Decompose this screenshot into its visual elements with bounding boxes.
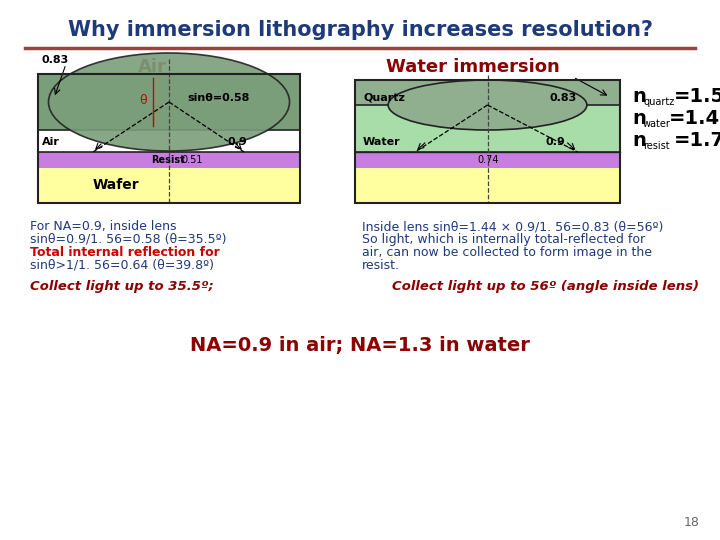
Bar xyxy=(38,130,300,152)
Bar xyxy=(355,80,620,203)
Text: n: n xyxy=(632,86,646,105)
Text: sinθ>1/1. 56=0.64 (θ=39.8º): sinθ>1/1. 56=0.64 (θ=39.8º) xyxy=(30,259,214,272)
Text: sinθ=0.9/1. 56=0.58 (θ=35.5º): sinθ=0.9/1. 56=0.58 (θ=35.5º) xyxy=(30,233,227,246)
Text: Collect light up to 56º (angle inside lens): Collect light up to 56º (angle inside le… xyxy=(392,280,699,293)
Text: Wafer: Wafer xyxy=(93,178,140,192)
Text: quartz: quartz xyxy=(643,97,674,107)
Text: sinθ=0.58: sinθ=0.58 xyxy=(187,93,249,103)
Text: For NA=0.9, inside lens: For NA=0.9, inside lens xyxy=(30,220,176,233)
Text: 0.83: 0.83 xyxy=(550,93,577,103)
Bar xyxy=(355,152,620,168)
Bar xyxy=(355,105,620,152)
Bar xyxy=(38,74,300,130)
Bar xyxy=(355,168,620,203)
Ellipse shape xyxy=(48,53,289,151)
Text: resist: resist xyxy=(643,141,670,151)
Text: θ: θ xyxy=(139,94,147,107)
Bar xyxy=(38,152,300,168)
Text: Inside lens sinθ=1.44 × 0.9/1. 56=0.83 (θ=56º): Inside lens sinθ=1.44 × 0.9/1. 56=0.83 (… xyxy=(362,220,663,233)
Text: So light, which is internally total-reflected for: So light, which is internally total-refl… xyxy=(362,233,645,246)
Bar xyxy=(38,74,300,203)
Text: 18: 18 xyxy=(684,516,700,529)
Text: =1.56: =1.56 xyxy=(674,86,720,105)
Text: Resist: Resist xyxy=(151,155,185,165)
Text: Air: Air xyxy=(138,58,166,76)
Text: air, can now be collected to form image in the: air, can now be collected to form image … xyxy=(362,246,652,259)
Text: 0.74: 0.74 xyxy=(477,155,499,165)
Text: Total internal reflection for: Total internal reflection for xyxy=(30,246,220,259)
Text: 0.83: 0.83 xyxy=(42,55,69,65)
Text: =1.44: =1.44 xyxy=(669,109,720,127)
Text: =1.75: =1.75 xyxy=(674,131,720,150)
Text: 0.9: 0.9 xyxy=(545,137,564,147)
Text: water: water xyxy=(643,119,671,129)
Text: n: n xyxy=(632,109,646,127)
Text: 0.51: 0.51 xyxy=(181,155,202,165)
Bar xyxy=(38,168,300,203)
Bar xyxy=(355,80,620,105)
Text: n: n xyxy=(632,131,646,150)
Text: Water: Water xyxy=(363,137,400,147)
Text: Why immersion lithography increases resolution?: Why immersion lithography increases reso… xyxy=(68,20,652,40)
Text: Quartz: Quartz xyxy=(363,93,405,103)
Text: Collect light up to 35.5º;: Collect light up to 35.5º; xyxy=(30,280,214,293)
Text: Air: Air xyxy=(42,137,60,147)
Text: NA=0.9 in air; NA=1.3 in water: NA=0.9 in air; NA=1.3 in water xyxy=(190,335,530,354)
Text: 0.9: 0.9 xyxy=(228,137,248,147)
Text: resist.: resist. xyxy=(362,259,400,272)
Text: Water immersion: Water immersion xyxy=(386,58,560,76)
Ellipse shape xyxy=(388,80,587,130)
